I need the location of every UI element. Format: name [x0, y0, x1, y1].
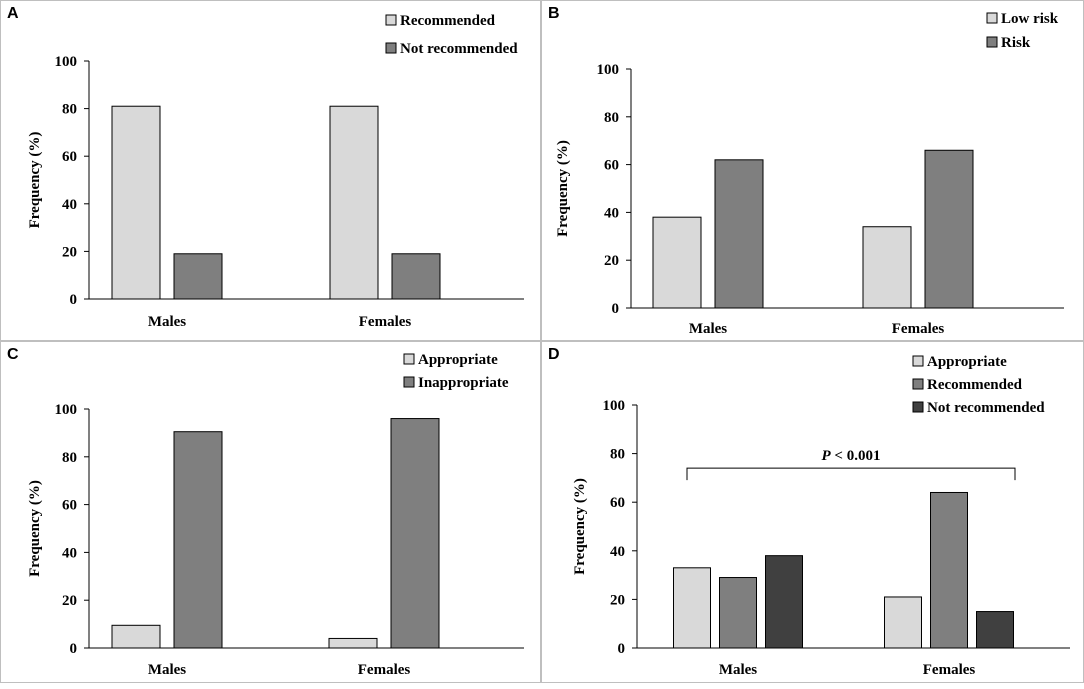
- y-tick-label: 60: [604, 158, 619, 174]
- y-tick-label: 20: [62, 244, 77, 260]
- y-axis-label: Frequency (%): [555, 140, 571, 237]
- y-tick-label: 80: [62, 102, 77, 118]
- y-tick-label: 80: [604, 110, 619, 126]
- bar: [652, 216, 702, 309]
- y-tick-label: 100: [55, 402, 78, 418]
- legend-label: Not recommended: [400, 41, 518, 57]
- legend-label: Appropriate: [418, 352, 498, 368]
- legend-swatch: [986, 12, 998, 24]
- x-category-label: Males: [689, 321, 727, 337]
- bar: [765, 555, 803, 649]
- panel-c: C 0 20 40 60 80 100 Frequency (%) Males Females A…: [0, 341, 541, 683]
- significance-bracket: [686, 467, 1016, 481]
- chart-c: 0 20 40 60 80 100 Frequency (%) Males Females App…: [27, 352, 524, 678]
- x-category-label: Males: [719, 662, 757, 678]
- y-tick-label: 80: [62, 450, 77, 466]
- legend-label: Low risk: [1001, 11, 1059, 27]
- y-tick-label: 0: [612, 301, 620, 317]
- bar: [714, 159, 764, 309]
- y-tick-label: 80: [610, 447, 625, 463]
- bar: [111, 105, 161, 300]
- y-tick-label: 60: [610, 495, 625, 511]
- y-axis-label: Frequency (%): [27, 132, 43, 229]
- p-value-annotation: P < 0.001: [822, 448, 881, 464]
- legend-swatch: [912, 355, 924, 367]
- bar: [924, 149, 974, 309]
- panel-b: B 0 20 40 60 80 100 Frequency (%) Males Females L…: [541, 0, 1084, 341]
- y-tick-label: 40: [62, 545, 77, 561]
- y-tick-label: 0: [70, 292, 78, 308]
- x-category-label: Females: [359, 314, 412, 330]
- legend-label: Recommended: [927, 377, 1023, 393]
- legend-label: Appropriate: [927, 354, 1007, 370]
- bar: [111, 624, 161, 649]
- chart-a: 0 20 40 60 80 100 Frequency (%) Males Females Rec…: [27, 13, 524, 330]
- legend-swatch: [385, 42, 397, 54]
- bar: [173, 431, 223, 649]
- x-category-label: Males: [148, 662, 186, 678]
- y-tick-label: 100: [55, 54, 78, 70]
- legend-swatch: [403, 376, 415, 388]
- panel-letter: A: [7, 5, 19, 22]
- legend-swatch: [986, 36, 998, 48]
- y-tick-label: 100: [597, 62, 620, 78]
- x-category-label: Females: [923, 662, 976, 678]
- y-tick-label: 40: [610, 544, 625, 560]
- bar: [930, 491, 968, 649]
- bar: [862, 226, 912, 309]
- x-category-label: Females: [892, 321, 945, 337]
- y-axis-label: Frequency (%): [572, 478, 588, 575]
- bar: [719, 577, 757, 649]
- y-tick-label: 60: [62, 149, 77, 165]
- bar: [976, 611, 1014, 649]
- bar: [328, 637, 378, 649]
- legend-label: Recommended: [400, 13, 496, 29]
- legend-label: Inappropriate: [418, 375, 509, 391]
- y-tick-label: 100: [603, 398, 626, 414]
- y-tick-label: 0: [70, 641, 78, 657]
- bar: [173, 253, 223, 300]
- panel-d: D 0 20 40 60 80 100 Frequency (%) Males Females A…: [541, 341, 1084, 683]
- y-tick-label: 40: [604, 205, 619, 221]
- x-category-label: Females: [358, 662, 411, 678]
- legend-swatch: [912, 401, 924, 413]
- chart-b: 0 20 40 60 80 100 Frequency (%) Males Females Low…: [555, 11, 1064, 337]
- bar: [673, 567, 711, 649]
- legend-swatch: [912, 378, 924, 390]
- y-tick-label: 20: [610, 592, 625, 608]
- panel-letter: D: [548, 346, 560, 363]
- legend-swatch: [385, 14, 397, 26]
- y-tick-label: 20: [604, 253, 619, 269]
- y-tick-label: 0: [618, 641, 626, 657]
- y-tick-label: 20: [62, 593, 77, 609]
- bar: [390, 418, 440, 649]
- panel-letter: C: [7, 346, 19, 363]
- x-category-label: Males: [148, 314, 186, 330]
- bar: [884, 596, 922, 649]
- y-tick-label: 40: [62, 197, 77, 213]
- bar: [329, 105, 379, 300]
- legend-label: Risk: [1001, 35, 1031, 51]
- legend-label: Not recommended: [927, 400, 1045, 416]
- chart-d: 0 20 40 60 80 100 Frequency (%) Males Females App…: [572, 354, 1070, 678]
- bar: [391, 253, 441, 300]
- panel-a: A 0 20 40 60 80 100 Frequency (%) Males Females R…: [0, 0, 541, 341]
- legend-swatch: [403, 353, 415, 365]
- y-axis-label: Frequency (%): [27, 480, 43, 577]
- panel-letter: B: [548, 5, 560, 22]
- y-tick-label: 60: [62, 498, 77, 514]
